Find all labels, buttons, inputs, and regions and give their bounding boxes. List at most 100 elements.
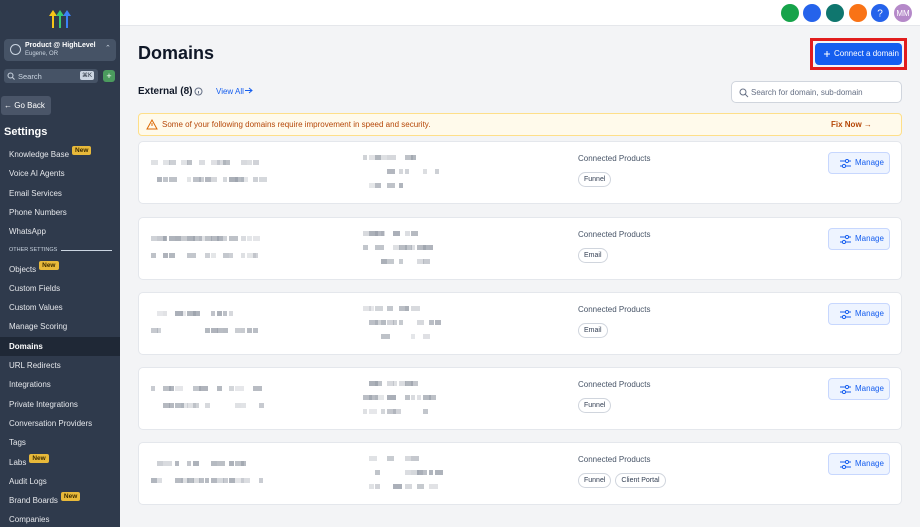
- menu-item[interactable]: Labs New: [0, 453, 120, 472]
- announce-icon[interactable]: [826, 4, 844, 22]
- product-chip: Funnel: [578, 172, 612, 187]
- connect-button[interactable]: Connect a domain: [815, 43, 902, 65]
- redacted-text: [363, 306, 371, 311]
- menu-item[interactable]: Private Integrations: [0, 395, 120, 414]
- product-chip: Email: [578, 323, 608, 338]
- redacted-text: [375, 381, 382, 386]
- search-box[interactable]: Search ⌘K: [4, 69, 98, 83]
- redacted-text: [199, 177, 204, 182]
- redacted-text: [435, 320, 441, 325]
- menu-item[interactable]: Custom Fields: [0, 279, 120, 298]
- redacted-text: [363, 245, 368, 250]
- redacted-text: [369, 456, 377, 461]
- chevron: ⌃: [105, 45, 111, 52]
- menu-item[interactable]: Knowledge Base New: [0, 145, 120, 164]
- warning-icon: [146, 119, 158, 130]
- menu-item[interactable]: URL Redirects: [0, 356, 120, 375]
- redacted-text: [187, 177, 191, 182]
- redacted-text: [163, 236, 167, 241]
- domain-search[interactable]: Search for domain, sub-domain: [731, 81, 902, 103]
- redacted-text: [253, 160, 259, 165]
- redacted-text: [393, 231, 400, 236]
- redacted-text: [369, 320, 378, 325]
- manage-button[interactable]: Manage: [828, 152, 890, 174]
- redacted-text: [151, 160, 158, 165]
- menu-item[interactable]: Tags: [0, 433, 120, 452]
- menu-item[interactable]: Companies: [0, 510, 120, 527]
- view-all[interactable]: View All: [216, 87, 253, 96]
- phone-icon[interactable]: [781, 4, 799, 22]
- manage-button[interactable]: Manage: [828, 228, 890, 250]
- redacted-text: [211, 236, 219, 241]
- redacted-text: [205, 403, 210, 408]
- redacted-text: [399, 169, 403, 174]
- menu-item[interactable]: Voice AI Agents: [0, 164, 120, 183]
- redacted-text: [169, 160, 176, 165]
- manage-button[interactable]: Manage: [828, 453, 890, 475]
- menu-item[interactable]: Integrations: [0, 375, 120, 394]
- redacted-text: [217, 478, 224, 483]
- redacted-text: [253, 236, 260, 241]
- avatar[interactable]: [894, 4, 912, 22]
- highlight: [810, 38, 907, 70]
- redacted-text: [423, 245, 429, 250]
- menu-label: Objects: [9, 264, 37, 274]
- redacted-text: [157, 478, 162, 483]
- redacted-text: [163, 403, 170, 408]
- help-icon[interactable]: [871, 4, 889, 22]
- fix-now[interactable]: Fix Now →: [831, 120, 872, 129]
- quick-add[interactable]: +: [103, 70, 115, 82]
- menu-label: Email Services: [9, 188, 62, 198]
- account-switcher[interactable]: Product @ HighLevel Eugene, OR ⌃: [4, 39, 116, 61]
- redacted-text: [381, 259, 387, 264]
- menu-item[interactable]: Domains: [0, 336, 120, 356]
- menu-item[interactable]: Objects New: [0, 260, 120, 279]
- redacted-text: [423, 259, 430, 264]
- new-badge: New: [60, 492, 81, 502]
- manage-label: Manage: [855, 309, 884, 318]
- menu-item[interactable]: Brand Boards New: [0, 491, 120, 510]
- redacted-text: [157, 461, 163, 466]
- menu-item[interactable]: Custom Values: [0, 298, 120, 317]
- redacted-text: [199, 386, 208, 391]
- redacted-text: [429, 395, 436, 400]
- redacted-text: [229, 478, 235, 483]
- menu-item[interactable]: Conversation Providers: [0, 414, 120, 433]
- apps-icon[interactable]: [803, 4, 821, 22]
- redacted-text: [405, 169, 409, 174]
- topbar-icons: ? MM: [781, 4, 912, 22]
- tab[interactable]: External (8): [138, 86, 193, 97]
- view-all-label: View All: [216, 87, 244, 96]
- menu-item[interactable]: Manage Scoring: [0, 317, 120, 336]
- notify-icon[interactable]: [849, 4, 867, 22]
- redacted-text: [181, 160, 188, 165]
- go-back[interactable]: ← Go Back: [1, 96, 51, 115]
- redacted-text: [369, 484, 374, 489]
- menu-label: Custom Values: [9, 303, 63, 313]
- redacted-text: [151, 478, 157, 483]
- redacted-text: [175, 311, 183, 316]
- redacted-text: [187, 236, 195, 241]
- redacted-text: [369, 231, 378, 236]
- redacted-text: [369, 183, 375, 188]
- redacted-text: [157, 177, 162, 182]
- manage-button[interactable]: Manage: [828, 303, 890, 325]
- menu-item[interactable]: WhatsApp: [0, 222, 120, 241]
- menu-item[interactable]: Email Services: [0, 184, 120, 203]
- redacted-text: [181, 311, 186, 316]
- menu-item[interactable]: Phone Numbers: [0, 203, 120, 222]
- domain-card: Connected Products Funnel Client Portal Man…: [138, 442, 902, 505]
- redacted-text: [235, 328, 241, 333]
- redacted-text: [223, 328, 228, 333]
- manage-button[interactable]: Manage: [828, 378, 890, 400]
- redacted-text: [211, 461, 217, 466]
- redacted-text: [363, 409, 367, 414]
- domain-card: Connected Products Funnel Manage: [138, 367, 902, 430]
- redacted-text: [405, 306, 409, 311]
- menu-item[interactable]: Audit Logs: [0, 472, 120, 491]
- redacted-text: [253, 386, 262, 391]
- redacted-text: [217, 461, 225, 466]
- redacted-text: [253, 328, 258, 333]
- redacted-text: [157, 328, 161, 333]
- redacted-text: [253, 253, 258, 258]
